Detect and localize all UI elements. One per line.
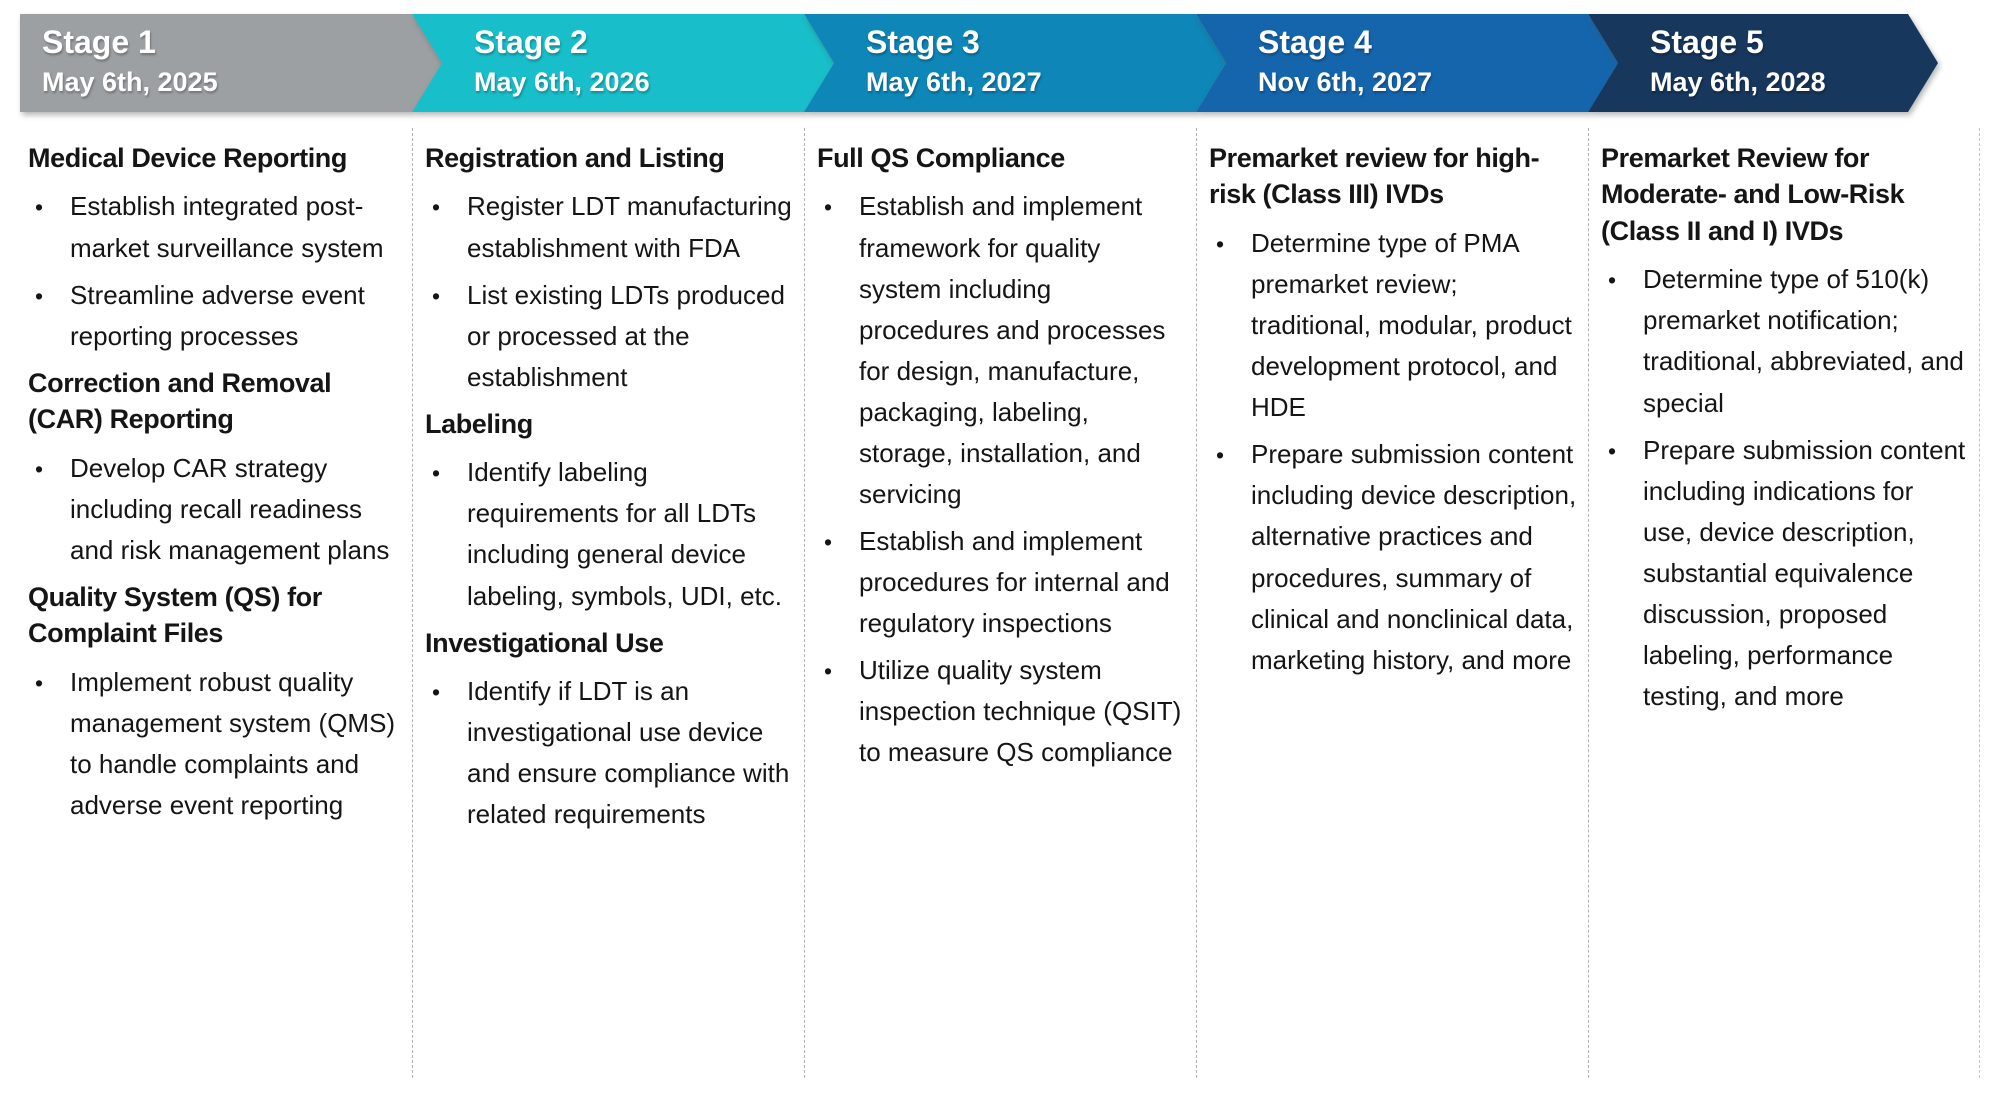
section-heading: Quality System (QS) for Complaint Files xyxy=(28,581,322,649)
list-item: • Identify labeling requirements for all … xyxy=(425,452,794,616)
stage-3-date: May 6th, 2027 xyxy=(866,66,1042,97)
bullet-text: Prepare submission content including dev… xyxy=(1251,439,1577,675)
bullet-text: Identify if LDT is an investigational us… xyxy=(467,676,790,830)
list-item: • Determine type of PMA premarket review;… xyxy=(1209,223,1578,428)
section-heading: Premarket Review for Moderate- and Low-R… xyxy=(1601,143,1905,246)
bullet-dot: • xyxy=(1608,437,1617,464)
stage-5-date: May 6th, 2028 xyxy=(1650,66,1826,97)
section-premarket-review-class-iii: Premarket review for high-risk (Class II… xyxy=(1209,140,1578,681)
bullet-text: List existing LDTs produced or processed… xyxy=(467,279,785,392)
section-premarket-review-class-ii-i: Premarket Review for Moderate- and Low-R… xyxy=(1601,140,1969,717)
list-item: • List existing LDTs produced or processe… xyxy=(425,275,794,398)
bullet-text: Register LDT manufacturing establishment… xyxy=(467,191,792,263)
section-registration-and-listing: Registration and Listing • Register LDT m… xyxy=(425,140,794,398)
stage-4-label: Stage 4 xyxy=(1258,24,1372,60)
stage-1-arrow-shape: Stage 1 May 6th, 2025 xyxy=(20,14,442,112)
section-qs-complaint-files: Quality System (QS) for Complaint Files … xyxy=(28,579,402,826)
list-item: • Identify if LDT is an investigational u… xyxy=(425,671,794,835)
section-car-reporting: Correction and Removal (CAR) Reporting •… xyxy=(28,365,402,571)
stage-4-arrow-shape: Stage 4 Nov 6th, 2027 xyxy=(1196,14,1618,112)
section-labeling: Labeling • Identify labeling requirements… xyxy=(425,406,794,617)
section-investigational-use: Investigational Use • Identify if LDT is … xyxy=(425,625,794,836)
list-item: • Prepare submission content including in… xyxy=(1601,430,1969,718)
section-heading: Registration and Listing xyxy=(425,143,725,173)
list-item: • Establish integrated post-market survei… xyxy=(28,186,402,268)
list-item: • Develop CAR strategy including recall r… xyxy=(28,448,402,571)
bullet-text: Establish and implement procedures for i… xyxy=(859,526,1170,639)
bullet-text: Determine type of PMA premarket review; … xyxy=(1251,227,1572,423)
bullet-list: • Develop CAR strategy including recall r… xyxy=(28,448,402,571)
bullet-text: Determine type of 510(k) premarket notif… xyxy=(1643,264,1964,418)
bullet-text: Implement robust quality management syst… xyxy=(70,666,396,820)
list-item: • Register LDT manufacturing establishmen… xyxy=(425,186,794,268)
list-item: • Implement robust quality management sys… xyxy=(28,662,402,826)
bullet-dot: • xyxy=(1608,267,1617,294)
bullet-text: Streamline adverse event reporting proce… xyxy=(70,279,365,351)
bullet-list: • Identify if LDT is an investigational u… xyxy=(425,671,794,835)
bullet-dot: • xyxy=(432,282,441,309)
list-item: • Determine type of 510(k) premarket noti… xyxy=(1601,259,1969,423)
bullet-dot: • xyxy=(824,529,833,556)
stage-3-label: Stage 3 xyxy=(866,24,980,60)
bullet-text: Prepare submission content including ind… xyxy=(1643,434,1966,712)
stage-5-arrow: Stage 5 May 6th, 2028 xyxy=(1588,14,1938,112)
section-heading: Premarket review for high-risk (Class II… xyxy=(1209,143,1540,210)
list-item: • Establish and implement framework for q… xyxy=(817,186,1186,515)
bullet-list: • Establish integrated post-market survei… xyxy=(28,186,402,356)
stage-1-date: May 6th, 2025 xyxy=(42,66,218,97)
bullet-dot: • xyxy=(35,669,44,696)
bullet-text: Establish integrated post-market surveil… xyxy=(70,191,384,263)
list-item: • Utilize quality system inspection techn… xyxy=(817,650,1186,773)
bullet-list: • Establish and implement framework for q… xyxy=(817,186,1186,773)
stage-3-arrow: Stage 3 May 6th, 2027 xyxy=(804,14,1226,112)
section-heading: Correction and Removal (CAR) Reporting xyxy=(28,367,332,435)
bullet-list: • Identify labeling requirements for all … xyxy=(425,452,794,616)
stage-4-arrow: Stage 4 Nov 6th, 2027 xyxy=(1196,14,1618,112)
bullet-text: Utilize quality system inspection techni… xyxy=(859,655,1182,768)
stage-1-column: Medical Device Reporting • Establish inte… xyxy=(20,128,412,1078)
stage-2-column: Registration and Listing • Register LDT m… xyxy=(412,128,804,1078)
bullet-text: Identify labeling requirements for all L… xyxy=(467,457,783,611)
bullet-dot: • xyxy=(432,460,441,487)
section-heading: Medical Device Reporting xyxy=(28,143,347,173)
stage-5-arrow-shape: Stage 5 May 6th, 2028 xyxy=(1588,14,1938,112)
bullet-list: • Determine type of 510(k) premarket noti… xyxy=(1601,259,1969,717)
bullet-dot: • xyxy=(1216,442,1225,469)
section-heading: Labeling xyxy=(425,408,533,439)
stage-3-arrow-shape: Stage 3 May 6th, 2027 xyxy=(804,14,1226,112)
bullet-dot: • xyxy=(35,282,44,309)
section-medical-device-reporting: Medical Device Reporting • Establish inte… xyxy=(28,140,402,357)
bullet-dot: • xyxy=(432,194,441,221)
bullet-dot: • xyxy=(35,455,44,482)
stage-5-column: Premarket Review for Moderate- and Low-R… xyxy=(1588,128,1980,1078)
stage-3-column: Full QS Compliance • Establish and implem… xyxy=(804,128,1196,1078)
bullet-dot: • xyxy=(1216,230,1225,257)
bullet-list: • Determine type of PMA premarket review;… xyxy=(1209,223,1578,681)
stage-1-label: Stage 1 xyxy=(42,24,156,60)
bullet-list: • Implement robust quality management sys… xyxy=(28,662,402,826)
bullet-text: Develop CAR strategy including recall re… xyxy=(70,452,390,565)
bullet-dot: • xyxy=(432,679,441,706)
stage-5-label: Stage 5 xyxy=(1650,24,1764,60)
stage-2-date: May 6th, 2026 xyxy=(474,66,650,97)
list-item: • Streamline adverse event reporting proc… xyxy=(28,275,402,357)
bullet-dot: • xyxy=(824,194,833,221)
stage-2-arrow: Stage 2 May 6th, 2026 xyxy=(412,14,834,112)
section-heading: Investigational Use xyxy=(425,627,664,658)
stage-columns: Medical Device Reporting • Establish inte… xyxy=(20,128,1980,1078)
stage-1-arrow: Stage 1 May 6th, 2025 xyxy=(20,14,442,112)
section-heading: Full QS Compliance xyxy=(817,143,1065,173)
bullet-list: • Register LDT manufacturing establishmen… xyxy=(425,186,794,397)
stage-4-column: Premarket review for high-risk (Class II… xyxy=(1196,128,1588,1078)
bullet-dot: • xyxy=(35,194,44,221)
stage-4-date: Nov 6th, 2027 xyxy=(1258,66,1433,97)
bullet-text: Establish and implement framework for qu… xyxy=(859,191,1166,509)
stage-2-arrow-shape: Stage 2 May 6th, 2026 xyxy=(412,14,834,112)
bullet-dot: • xyxy=(824,658,833,685)
list-item: • Establish and implement procedures for … xyxy=(817,521,1186,644)
section-full-qs-compliance: Full QS Compliance • Establish and implem… xyxy=(817,140,1186,774)
stage-2-label: Stage 2 xyxy=(474,24,588,60)
list-item: • Prepare submission content including de… xyxy=(1209,434,1578,680)
